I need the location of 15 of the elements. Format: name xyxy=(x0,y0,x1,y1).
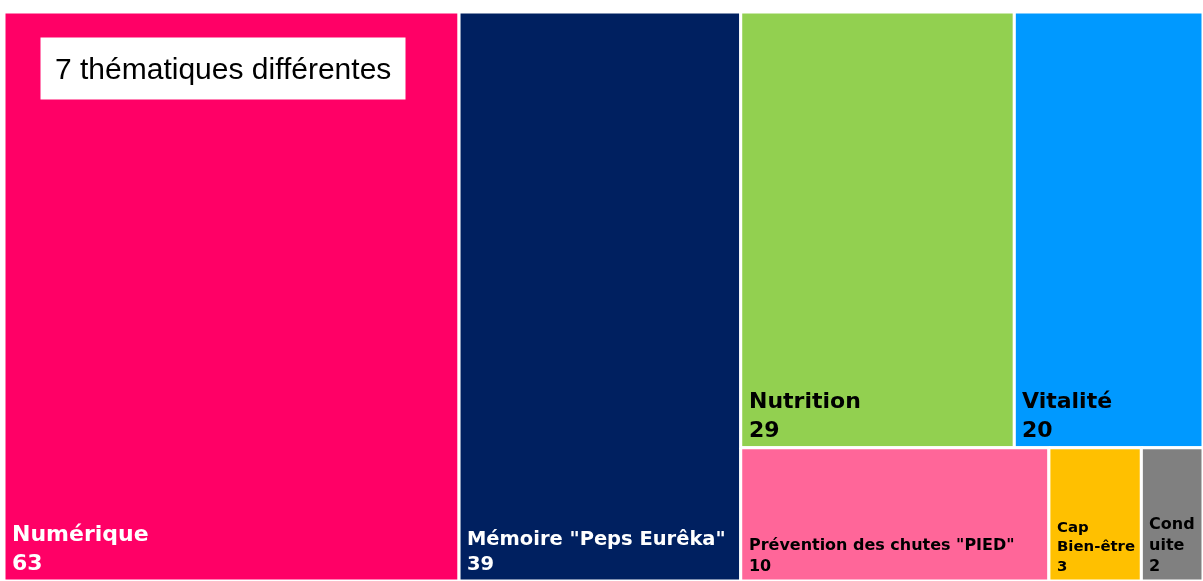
category-label: Nutrition xyxy=(749,388,861,413)
text: 7 thématiques différentes xyxy=(55,52,392,85)
data-label: 29 xyxy=(749,416,780,442)
data-label: 2 xyxy=(1149,555,1161,575)
category-label: Vitalité xyxy=(1022,388,1113,413)
category-label: Numérique xyxy=(12,521,149,546)
category-label: Prévention des chutes "PIED" xyxy=(749,535,1015,554)
data-label: 3 xyxy=(1057,556,1068,575)
category-label: Mémoire "Peps Eurêka" xyxy=(467,527,726,550)
data-label: 20 xyxy=(1022,416,1053,442)
data-label: 63 xyxy=(12,549,43,575)
category-label: Cap Bien-être xyxy=(1057,518,1136,556)
category-label: Conduite xyxy=(1149,514,1195,554)
data-label: 39 xyxy=(467,552,495,576)
data-label: 10 xyxy=(749,555,772,575)
